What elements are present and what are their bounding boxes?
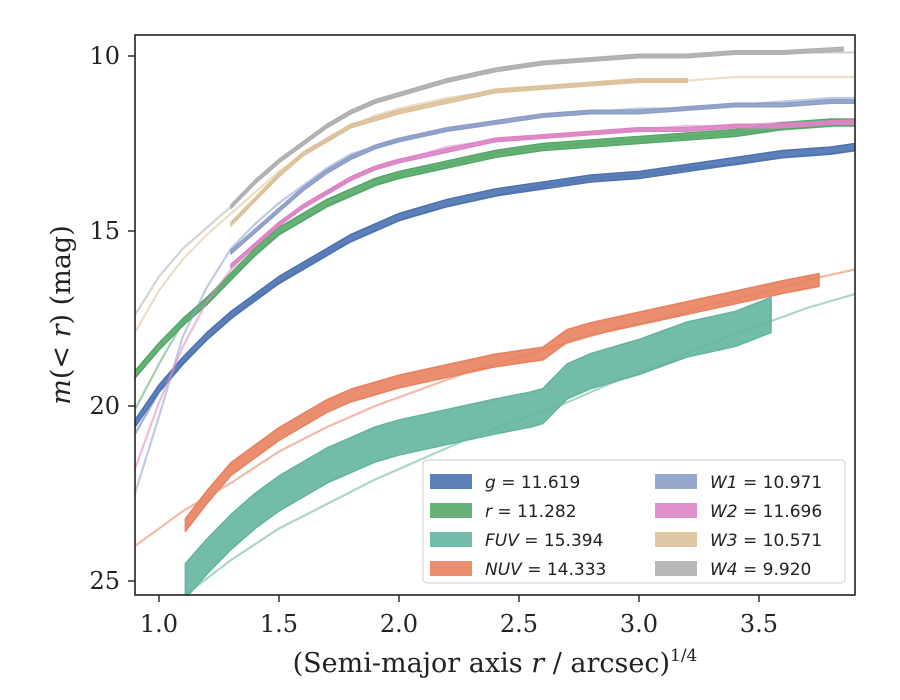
x-axis-label: (Semi-major axis r / arcsec)1/4 xyxy=(293,646,698,679)
legend-swatch xyxy=(430,561,472,576)
legend-swatch xyxy=(655,561,697,576)
band-fuv xyxy=(184,296,772,595)
legend-item-w1: W1 = 10.971 xyxy=(655,473,822,493)
band-w3 xyxy=(230,77,688,227)
legend-frame xyxy=(422,459,846,584)
legend-label: r = 11.282 xyxy=(485,502,577,522)
legend-item-r: r = 11.282 xyxy=(430,502,577,522)
y-tick-label: 10 xyxy=(89,42,120,70)
model-line-w3 xyxy=(135,75,855,334)
legend-label: W1 = 10.971 xyxy=(710,473,822,493)
legend-swatch xyxy=(655,474,697,489)
band-w4 xyxy=(230,46,844,210)
legend-item-fuv: FUV = 15.394 xyxy=(430,531,603,551)
x-tick-label: 3.0 xyxy=(620,610,658,638)
series-w3 xyxy=(135,75,855,334)
legend-item-w4: W4 = 9.920 xyxy=(655,560,811,580)
ticks-layer: 1.0 1.5 2.0 2.5 3.0 3.5 10 15 20 25 xyxy=(89,42,778,638)
y-tick-label: 20 xyxy=(89,392,120,420)
legend-item-w2: W2 = 11.696 xyxy=(655,502,822,522)
series-fuv xyxy=(184,292,855,595)
legend: g = 11.619 r = 11.282 FUV = 15.394 NUV = 14… xyxy=(422,459,846,584)
y-axis-label: m(< r) (mag) xyxy=(46,225,77,404)
x-tick-label: 1.0 xyxy=(140,610,178,638)
x-tick-label: 2.0 xyxy=(380,610,418,638)
band-r xyxy=(135,118,855,379)
band-w1 xyxy=(230,98,855,255)
legend-swatch xyxy=(430,503,472,518)
legend-label: W2 = 11.696 xyxy=(710,502,822,522)
series-w1 xyxy=(135,96,855,494)
legend-item-w3: W3 = 10.571 xyxy=(655,531,822,551)
series-nuv xyxy=(135,268,855,547)
band-w2 xyxy=(230,119,855,269)
series-w4 xyxy=(135,46,855,316)
legend-swatch xyxy=(430,532,472,547)
x-tick-label: 3.5 xyxy=(740,610,778,638)
series-layer xyxy=(135,46,855,595)
legend-swatch xyxy=(655,532,697,547)
legend-item-nuv: NUV = 14.333 xyxy=(430,560,606,580)
legend-swatch xyxy=(655,503,697,518)
legend-label: W4 = 9.920 xyxy=(710,560,811,580)
x-tick-label: 2.5 xyxy=(500,610,538,638)
legend-label: NUV = 14.333 xyxy=(485,560,606,580)
legend-label: FUV = 15.394 xyxy=(485,531,603,551)
legend-swatch xyxy=(430,474,472,489)
y-tick-label: 15 xyxy=(89,217,120,245)
legend-label: g = 11.619 xyxy=(485,473,580,493)
band-g xyxy=(135,142,855,428)
y-tick-label: 25 xyxy=(89,567,120,595)
x-tick-label: 1.5 xyxy=(260,610,298,638)
plot-frame xyxy=(134,34,856,596)
legend-label: W3 = 10.571 xyxy=(710,531,822,551)
band-nuv xyxy=(184,272,820,533)
legend-item-g: g = 11.619 xyxy=(430,473,580,493)
series-g xyxy=(135,142,855,435)
series-w2 xyxy=(135,117,855,470)
